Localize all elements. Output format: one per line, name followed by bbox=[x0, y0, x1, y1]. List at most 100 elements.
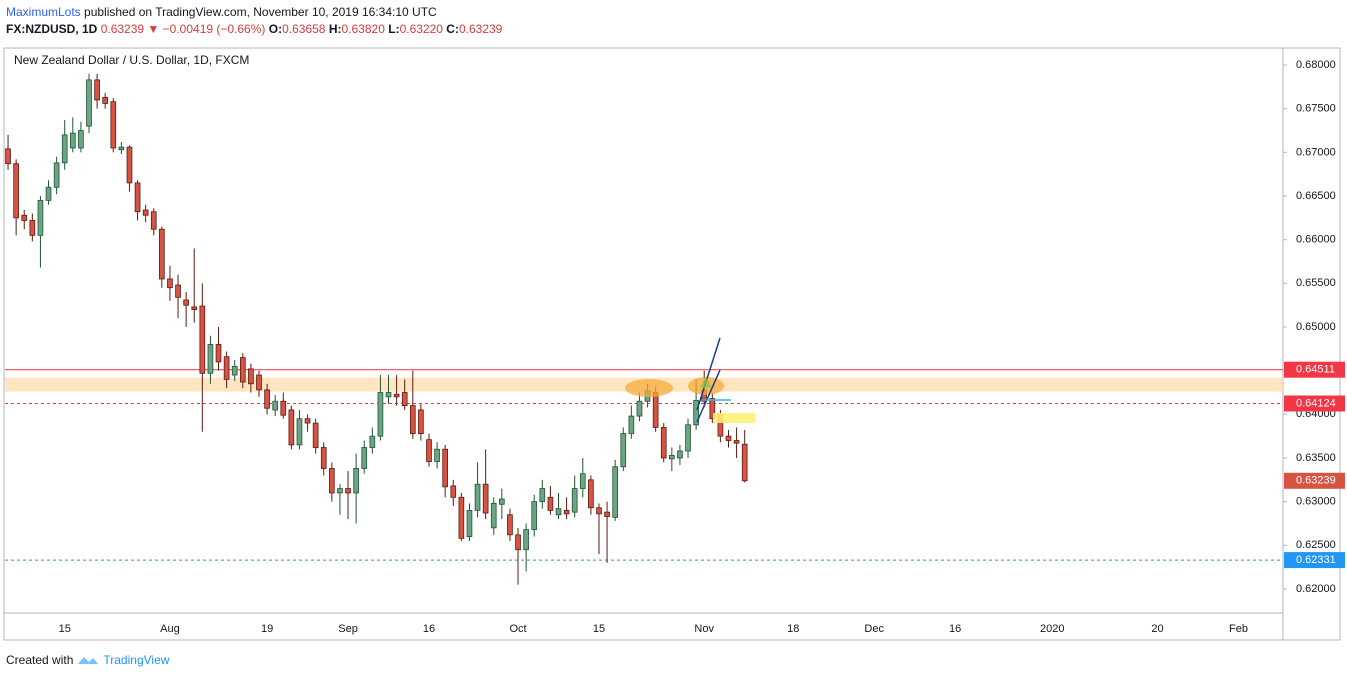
candle-body bbox=[150, 211, 157, 230]
candle-body bbox=[628, 415, 635, 434]
candle-body bbox=[604, 511, 610, 517]
candle-body bbox=[175, 284, 181, 298]
y-tick-label: 0.68000 bbox=[1296, 59, 1336, 71]
candle-body bbox=[53, 162, 60, 188]
candle-body bbox=[142, 209, 149, 216]
candle-body bbox=[199, 305, 206, 374]
last-price: 0.63239 bbox=[100, 22, 145, 36]
candle-body bbox=[450, 485, 457, 498]
candle-body bbox=[5, 148, 11, 165]
candle-body bbox=[515, 534, 521, 551]
candle-body bbox=[474, 483, 481, 511]
x-tick-label: Aug bbox=[160, 623, 180, 635]
high-value: 0.63820 bbox=[341, 22, 385, 36]
candle-body bbox=[482, 483, 489, 514]
plot bbox=[5, 73, 1283, 585]
candle-body bbox=[337, 488, 343, 494]
candle-body bbox=[523, 529, 529, 551]
candle-body bbox=[239, 357, 246, 383]
y-tick-label: 0.62500 bbox=[1296, 539, 1336, 551]
candle-body bbox=[733, 440, 740, 444]
candle-body bbox=[94, 79, 100, 101]
candle-body bbox=[725, 435, 732, 441]
candle-body bbox=[490, 503, 497, 529]
candle-body bbox=[110, 101, 117, 149]
candle-body bbox=[547, 496, 554, 511]
candle-body bbox=[369, 435, 376, 448]
candle-body bbox=[264, 389, 270, 409]
candle-body bbox=[215, 344, 222, 363]
x-tick-label: 15 bbox=[593, 623, 605, 635]
high-label: H: bbox=[328, 22, 342, 36]
candle-body bbox=[167, 278, 173, 289]
candle-body bbox=[248, 368, 254, 385]
candle-body bbox=[102, 96, 109, 104]
candle-body bbox=[320, 447, 327, 469]
created-text: Created with bbox=[6, 653, 74, 667]
candle-body bbox=[555, 508, 562, 516]
author[interactable]: MaximumLots bbox=[6, 5, 81, 19]
candle-body bbox=[652, 392, 659, 428]
candle-body bbox=[612, 466, 618, 518]
candle-body bbox=[563, 509, 570, 515]
candle-body bbox=[45, 186, 52, 201]
y-tick-label: 0.62000 bbox=[1296, 583, 1336, 595]
drawings bbox=[625, 337, 755, 423]
open-value: 0.63658 bbox=[282, 22, 326, 36]
candle-body bbox=[539, 488, 546, 503]
candle-body bbox=[426, 439, 432, 462]
low-label: L: bbox=[388, 22, 400, 36]
x-tick-label: 2020 bbox=[1040, 623, 1064, 635]
published-text: published on TradingView.com, November 1… bbox=[84, 5, 437, 19]
candle-body bbox=[78, 130, 84, 149]
change: −0.00419 (−0.66%) bbox=[162, 22, 266, 36]
candle-body bbox=[620, 433, 627, 468]
y-tick-label: 0.63000 bbox=[1296, 496, 1336, 508]
candle-body bbox=[401, 392, 408, 406]
open-label: O: bbox=[268, 22, 283, 36]
candle-body bbox=[353, 468, 359, 494]
candle-body bbox=[61, 134, 68, 164]
candle-body bbox=[183, 299, 189, 306]
candle-body bbox=[588, 479, 594, 509]
candle-body bbox=[499, 498, 505, 505]
brand[interactable]: TradingView bbox=[103, 653, 170, 667]
candle-body bbox=[361, 447, 368, 469]
x-tick-label: 19 bbox=[261, 623, 273, 635]
last-price-label: 0.63239 bbox=[1296, 475, 1336, 487]
candle-body bbox=[207, 344, 214, 374]
candle-body bbox=[669, 454, 675, 460]
candle-body bbox=[434, 448, 440, 462]
candle-body bbox=[685, 424, 691, 452]
highlight-ellipse bbox=[625, 379, 673, 397]
candle-body bbox=[21, 214, 28, 221]
candle-body bbox=[636, 400, 643, 417]
last-price-bg bbox=[1284, 472, 1345, 489]
candle-body bbox=[256, 374, 262, 391]
highlight-box bbox=[713, 413, 755, 423]
brand-logo bbox=[78, 657, 99, 664]
trend-line bbox=[696, 369, 721, 423]
y-tick-label: 0.67000 bbox=[1296, 146, 1336, 158]
low-value: 0.63220 bbox=[399, 22, 443, 36]
candle-body bbox=[345, 488, 351, 494]
y-tick-label: 0.65500 bbox=[1296, 277, 1336, 289]
candle-body bbox=[69, 132, 76, 149]
price-label-bg bbox=[1284, 361, 1345, 378]
x-tick-label: 15 bbox=[59, 623, 71, 635]
candle-body bbox=[118, 146, 125, 151]
candle-body bbox=[385, 392, 392, 398]
candle-body bbox=[13, 163, 19, 219]
candle-body bbox=[442, 448, 449, 488]
candle-body bbox=[677, 450, 683, 459]
x-tick-label: Oct bbox=[509, 623, 526, 635]
candle-body bbox=[29, 220, 36, 236]
close-label: C: bbox=[446, 22, 459, 36]
candle-body bbox=[393, 393, 400, 398]
candle-body bbox=[741, 443, 748, 482]
candle-body bbox=[231, 365, 238, 376]
price-label: 0.64124 bbox=[1296, 397, 1336, 409]
candle-body bbox=[288, 409, 295, 446]
y-tick-label: 0.66000 bbox=[1296, 234, 1336, 246]
